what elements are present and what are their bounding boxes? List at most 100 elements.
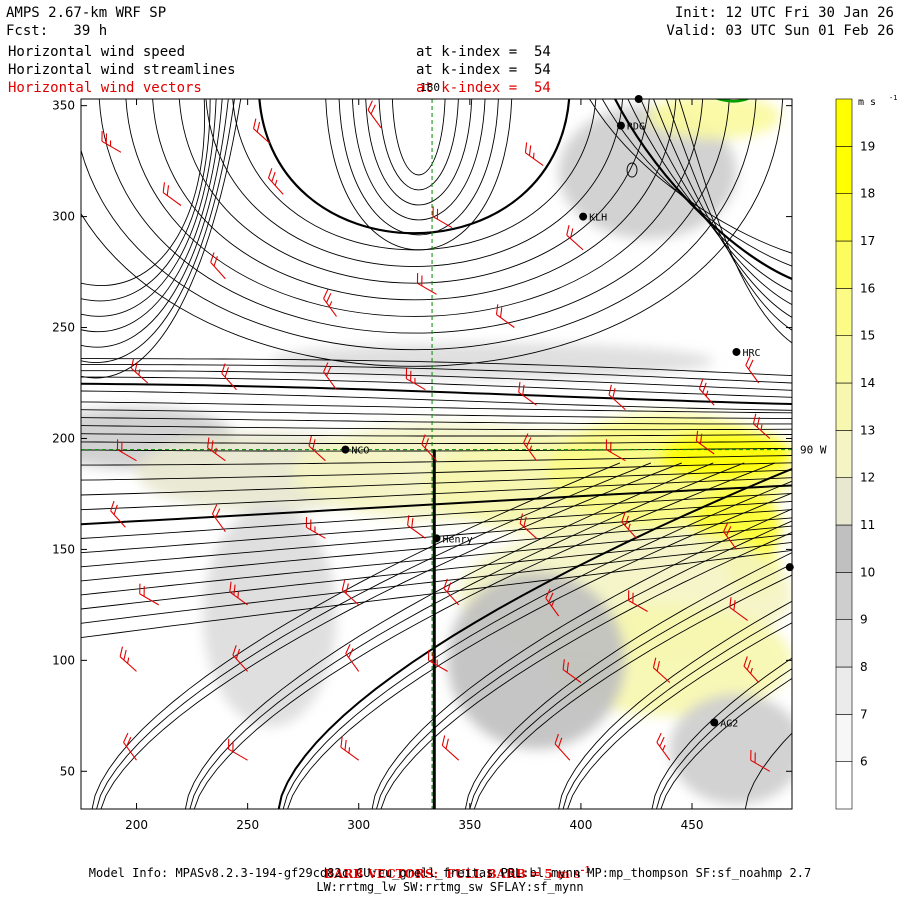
station-dot [579,212,588,221]
barb-legend-text: BARB VECTORS: FULL BARB = 5 m s [323,867,581,881]
wind-barb [416,272,437,295]
station-label: RDG [627,122,645,133]
colorbar-tick-label: 17 [860,234,875,248]
field-name-vectors: Horizontal wind vectors [8,80,202,96]
streamline [81,382,792,405]
colorbar-tick-label: 6 [860,755,868,769]
speed-region [669,693,792,805]
wind-barb [305,516,326,539]
y-tick-label: 250 [52,321,75,335]
station-dot [432,534,441,543]
streamline [81,99,211,302]
wind-barb [207,437,226,462]
wind-barb [523,433,537,462]
streamline [81,447,792,452]
streamline [365,99,473,206]
model-info: Model Info: MPASv8.2.3-194-gf29cd82c CU:… [88,866,812,880]
speed-region [203,505,337,727]
wind-barb [750,749,771,772]
streamline [378,99,459,191]
wind-barb [554,733,571,761]
station-label: Henry [443,534,473,545]
wind-barb [427,650,448,672]
wind-barb [441,735,460,761]
colorbar-box [835,477,853,526]
colorbar-tick-label: 15 [860,329,875,343]
parallel-label: 90 W [800,444,827,457]
streamline [189,462,745,809]
streamline [338,99,499,236]
station-dot [341,445,350,454]
wind-barb [421,434,437,462]
streamline [81,99,242,379]
streamline [464,552,792,809]
streamline [81,99,783,367]
speed-region [447,571,626,750]
y-tick-label: 350 [52,99,75,113]
forecast-hour: Fcst: 39 h [6,23,108,39]
colorbar-tick-label: 7 [860,707,868,721]
streamline [81,99,217,317]
streamline [81,390,792,411]
x-tick-label: 350 [458,818,481,832]
colorbar-box [835,761,853,810]
wind-barb [627,590,648,612]
wind-barb [341,580,360,606]
field-level-speed: at k-index = 54 [416,44,551,60]
streamline [81,469,792,496]
wind-barb [695,430,715,455]
colorbar-tick-label: 13 [860,423,875,437]
streamline [640,99,792,306]
colorbar-tick-label: 10 [860,565,875,579]
wind-barb [340,736,360,761]
colorbar-box [835,288,853,336]
streamline [81,455,792,466]
streamline [81,364,792,384]
streamline [558,600,792,809]
wind-barb [562,659,582,683]
y-tick-label: 150 [52,542,75,556]
wind-barb [432,206,453,229]
colorbar-box [835,572,853,620]
streamline [81,417,792,425]
barb-legend: BARB VECTORS: FULL BARB = 5 m s-1 [0,850,900,881]
wind-barb [139,583,160,606]
wind-barb [221,363,237,391]
colorbar-tick-label: 14 [860,376,875,390]
streamline [205,99,623,267]
wind-barb [745,355,760,384]
streamline [81,541,792,624]
streamline [277,467,792,809]
wind-barb [345,644,360,672]
streamline [81,440,792,445]
wind-barb [123,732,137,761]
streamline [81,99,223,332]
colorbar-tick-label: 19 [860,139,875,153]
wind-barb [267,168,284,195]
field-level-vectors: at k-index = 54 [416,80,551,96]
wind-barb [232,645,249,672]
streamline [99,99,730,334]
station-dot [616,121,625,130]
station-dot [785,563,794,572]
streamline [81,99,229,348]
streamline [391,99,446,176]
colorbar-box [835,666,853,715]
x-tick-label: 200 [125,818,148,832]
field-name-streamlines: Horizontal wind streamlines [8,62,236,78]
wind-barb [698,378,715,406]
streamline [152,99,677,301]
streamline [287,492,792,809]
streamline [567,622,792,809]
wind-barb [545,588,560,617]
colorbar-box [835,335,853,384]
wind-barb [729,597,748,621]
streamline [81,376,792,398]
colorbar-tick-label: 16 [860,281,875,295]
x-tick-label: 400 [569,818,592,832]
streamline [81,533,792,610]
valid-time: Valid: 03 UTC Sun 01 Feb 26 [666,23,894,39]
streamline [371,508,792,809]
streamline [656,668,792,809]
wind-barb [608,384,626,411]
